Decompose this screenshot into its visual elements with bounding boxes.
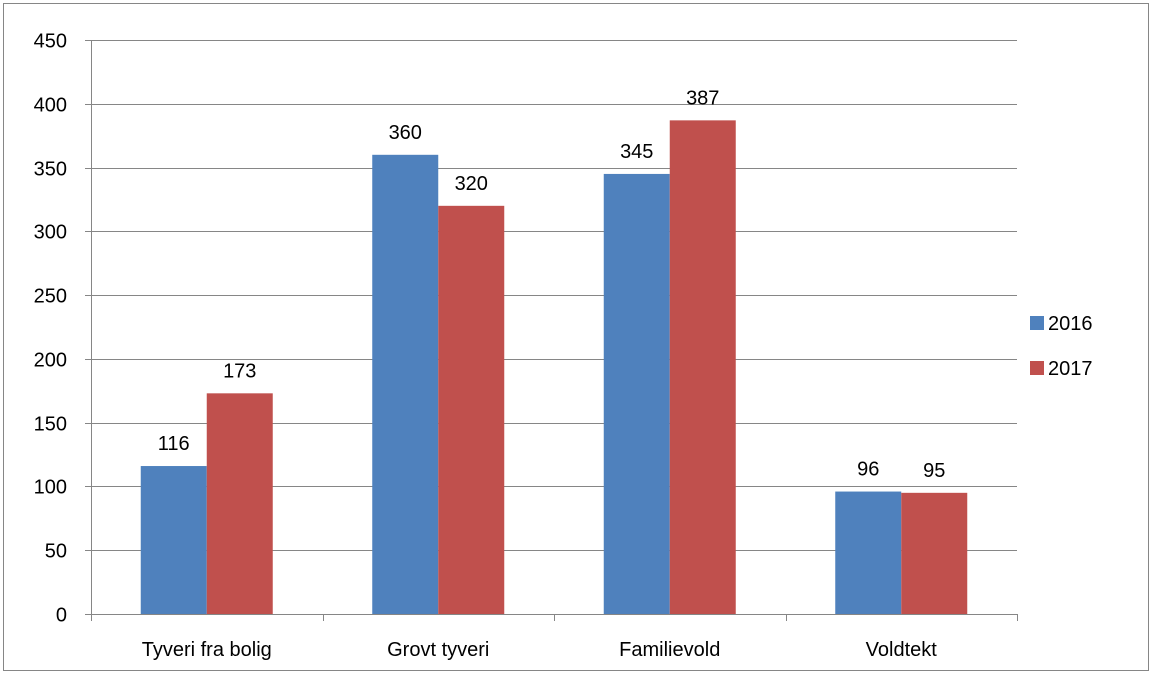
y-tick-label: 100 <box>34 477 67 499</box>
data-label: 116 <box>158 433 190 455</box>
bar <box>669 120 736 615</box>
bars <box>140 120 968 615</box>
bar <box>140 466 207 614</box>
bar <box>603 173 670 614</box>
y-tick-label: 50 <box>45 541 67 563</box>
bar <box>438 205 505 615</box>
x-tick-label: Tyveri fra bolig <box>142 639 272 661</box>
data-label: 96 <box>857 459 879 481</box>
y-tick-label: 350 <box>34 159 67 181</box>
y-tick-label: 250 <box>34 286 67 308</box>
legend-swatch <box>1030 361 1044 375</box>
bar <box>206 393 273 614</box>
x-tick-label: Grovt tyveri <box>387 639 489 661</box>
bar <box>901 492 968 614</box>
y-tick-label: 0 <box>56 605 67 627</box>
y-tick-labels: 0 50 100 150 200 250 300 350 400 450 <box>34 31 67 627</box>
data-labels: 116 173 360 320 345 387 96 95 <box>158 87 946 481</box>
x-tick-label: Familievold <box>619 639 720 661</box>
legend-label: 2016 <box>1048 313 1093 335</box>
data-label: 320 <box>455 173 488 195</box>
y-tick-label: 200 <box>34 350 67 372</box>
y-tick-label: 450 <box>34 31 67 53</box>
x-tick-labels: Tyveri fra bolig Grovt tyveri Familievold V… <box>142 639 938 661</box>
x-tick-label: Voldtekt <box>866 639 938 661</box>
data-label: 173 <box>223 360 256 382</box>
legend: 2016 2017 <box>1030 313 1093 380</box>
data-label: 95 <box>923 460 945 482</box>
bar <box>835 491 902 614</box>
y-tick-label: 300 <box>34 222 67 244</box>
legend-swatch <box>1030 316 1044 330</box>
data-label: 360 <box>389 122 422 144</box>
data-label: 387 <box>686 87 719 109</box>
data-label: 345 <box>620 141 653 163</box>
legend-label: 2017 <box>1048 358 1093 380</box>
axes <box>85 40 1018 621</box>
y-tick-label: 400 <box>34 95 67 117</box>
y-tick-label: 150 <box>34 414 67 436</box>
bar <box>372 154 439 615</box>
